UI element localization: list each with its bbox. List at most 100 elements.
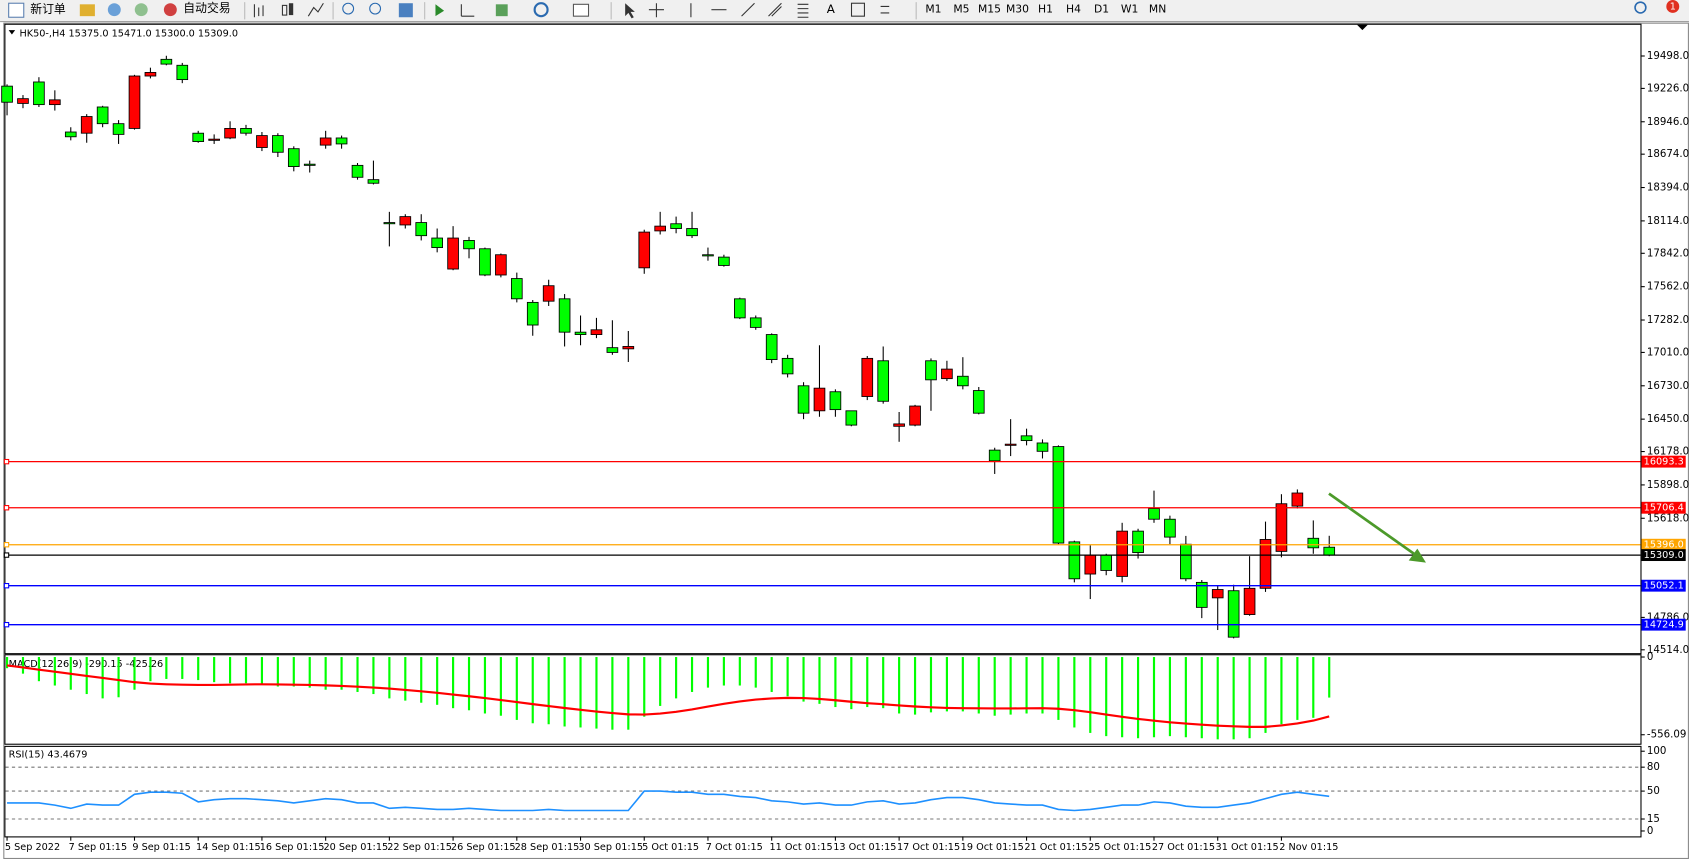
icon[interactable] [107,3,121,17]
candle-body [670,223,682,229]
macd-bar [404,657,407,701]
macd-bar [1200,657,1203,739]
periods-icon[interactable] [533,2,549,18]
macd-bar [1009,657,1012,715]
candle-body [1307,537,1320,549]
macd-bar [929,657,933,713]
x-tick-label: 16 Sep 01:15 [260,842,325,853]
candle-icon[interactable] [288,3,294,16]
candle-body [240,128,252,134]
y-tick-label: 15898.0 [1647,480,1689,491]
price-label: 16093.3 [1644,457,1684,468]
candle-body [224,128,236,139]
signal-line [6,664,1330,728]
timeframe-button[interactable]: M30 [1006,3,1029,16]
macd-bar [1184,657,1187,738]
candle-body [256,135,268,148]
macd-bar [1280,657,1283,725]
y-tick-label: 14514.0 [1647,645,1689,656]
candle-body [463,240,475,250]
templates-icon[interactable] [572,3,590,17]
macd-bar [818,657,821,704]
symbol-menu[interactable] [8,30,16,35]
timeframe-button[interactable]: H4 [1066,3,1081,16]
arrows-tool[interactable] [880,5,890,14]
candle-body [399,216,412,226]
candle-body [49,99,61,106]
macd-bar [961,657,964,712]
candle-icon[interactable] [281,4,288,16]
tile-icon[interactable] [398,3,413,18]
indicator-title: RSI(15) 43.4679 [9,749,88,760]
x-tick-label: 13 Oct 01:15 [833,842,896,853]
timeframe-button[interactable]: W1 [1121,3,1139,16]
new-order-button[interactable]: 新订单 [30,2,66,16]
y-tick-label: 16450.0 [1647,414,1689,425]
y-tick-label: 15 [1647,814,1660,825]
x-tick-label: 2 Nov 01:15 [1279,842,1338,853]
macd-bar [627,657,630,730]
crosshair-icon[interactable] [648,3,664,18]
price-label: 15706.4 [1644,503,1684,514]
candle-body [622,346,635,350]
cursor-icon[interactable] [625,3,635,19]
candle-body [1180,543,1192,580]
timeframes: M1 M5 M15 M30 H1 H4 D1 W1 MN [925,3,1166,16]
plot: HK50-,H4 15375.0 15471.0 15300.0 15309.0… [1,28,1689,853]
macd-bar [531,657,534,724]
bar-chart-icon[interactable] [253,4,264,18]
macd-bar [1057,657,1060,720]
x-tick-label: 14 Sep 01:15 [196,842,261,853]
search-icon[interactable] [1634,1,1647,14]
y-tick-label: 18946.0 [1647,117,1689,128]
candle-body [1132,530,1144,554]
zoom-in-icon[interactable] [342,2,355,15]
autoscroll-icon[interactable] [435,4,445,17]
candle-body [638,231,651,269]
macd-bar [754,657,757,688]
icon[interactable] [79,4,95,17]
candle-body [1052,446,1065,544]
timeframe-button[interactable]: H1 [1038,3,1053,16]
macd-bar [579,657,582,728]
candle-body [781,357,794,375]
timeframe-button[interactable]: MN [1149,3,1166,16]
price-line-handle [3,458,10,465]
candle-body [558,298,571,333]
indicators-icon[interactable] [495,4,508,17]
price-label-box [1641,538,1686,551]
auto-trading-button[interactable]: 自动交易 [183,1,230,15]
price-label-box [1641,455,1686,468]
candle-body [160,58,173,65]
line-chart-icon[interactable] [307,2,324,17]
macd-bar [1041,657,1044,714]
zoom-out-icon[interactable] [369,2,382,15]
notification-badge[interactable] [1666,0,1680,13]
candle-body [845,410,858,426]
text-tool[interactable]: A [827,2,835,16]
trendline-icon[interactable] [741,2,755,17]
timeframe-button[interactable]: D1 [1094,3,1109,16]
new-order-icon[interactable] [8,2,25,18]
shift-icon[interactable] [460,4,475,17]
label-tool[interactable] [850,2,865,17]
macd-bar [1073,657,1076,728]
timeframe-button[interactable]: M1 [925,3,941,16]
macd-bar [483,657,487,714]
candle-body [957,375,969,387]
candle-body [1068,541,1081,580]
price-label: 15396.0 [1644,540,1684,551]
macd-bar [611,657,614,730]
auto-trading-icon[interactable] [163,3,177,17]
macd-bar [643,657,646,717]
fibo-icon[interactable] [797,3,809,18]
timeframe-button[interactable]: M15 [978,3,1001,16]
candle-body [1195,581,1208,608]
y-tick-label: 17562.0 [1647,282,1689,293]
macd-bar [882,657,885,709]
y-tick-label: 18394.0 [1647,183,1689,194]
icon[interactable] [134,3,148,17]
channel-icon[interactable] [768,2,782,17]
timeframe-button[interactable]: M5 [953,3,969,16]
candle-body [287,148,300,167]
